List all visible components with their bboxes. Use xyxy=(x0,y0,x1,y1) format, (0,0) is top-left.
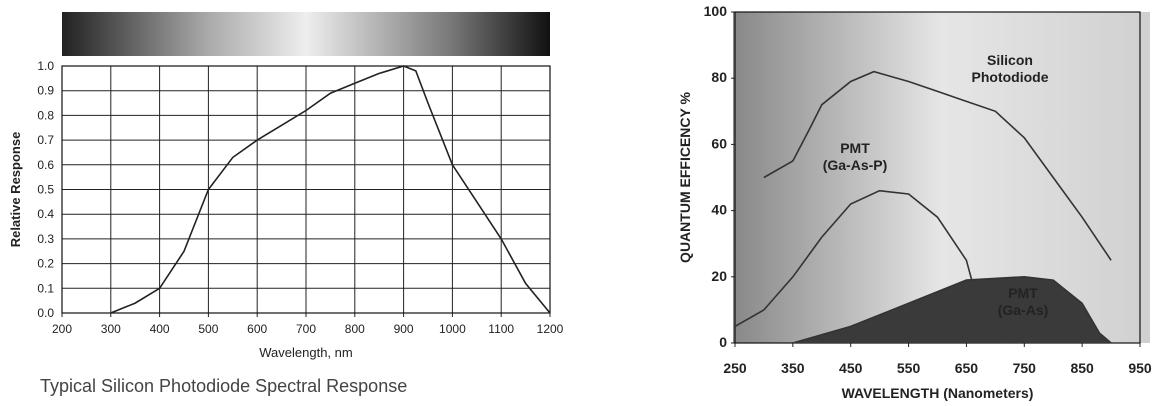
x-tick-label: 550 xyxy=(897,360,921,376)
x-tick-label: 950 xyxy=(1128,360,1152,376)
y-tick-label: 0.1 xyxy=(37,281,54,295)
x-tick-label: 350 xyxy=(781,360,805,376)
y-tick-label: 0.6 xyxy=(37,158,54,172)
y-tick-label: 0 xyxy=(719,334,727,350)
x-tick-label: 600 xyxy=(247,322,267,336)
y-axis-label: Relative Response xyxy=(8,132,23,248)
x-tick-label: 850 xyxy=(1070,360,1094,376)
y-axis-label: QUANTUM EFFICENCY % xyxy=(677,92,693,263)
x-axis-label: WAVELENGTH (Nanometers) xyxy=(842,385,1034,401)
y-tick-label: 0.5 xyxy=(37,183,54,197)
series-line xyxy=(110,65,551,314)
y-tick-label: 0.8 xyxy=(37,108,54,122)
y-tick-label: 0.3 xyxy=(37,232,54,246)
x-tick-label: 400 xyxy=(150,322,170,336)
series-label: PMT xyxy=(840,140,870,156)
x-tick-label: 750 xyxy=(1013,360,1037,376)
x-tick-label: 500 xyxy=(198,322,218,336)
x-tick-label: 300 xyxy=(101,322,121,336)
plot-background xyxy=(733,12,1150,343)
y-tick-label: 100 xyxy=(704,3,728,19)
x-tick-label: 1200 xyxy=(537,322,564,336)
x-tick-label: 650 xyxy=(955,360,979,376)
y-tick-label: 0.0 xyxy=(37,306,54,320)
x-tick-label: 900 xyxy=(394,322,414,336)
x-tick-label: 700 xyxy=(296,322,316,336)
y-tick-label: 80 xyxy=(711,69,727,85)
y-tick-label: 0.4 xyxy=(37,207,54,221)
series-label: Silicon xyxy=(987,52,1033,68)
series-label: PMT xyxy=(1008,285,1038,301)
plot-frame xyxy=(61,65,551,314)
x-tick-label: 1100 xyxy=(488,322,514,336)
series-label: (Ga-As) xyxy=(998,302,1049,318)
chart-title: Typical Silicon Photodiode Spectral Resp… xyxy=(40,376,407,396)
y-tick-label: 20 xyxy=(711,268,727,284)
series-area xyxy=(792,276,1112,343)
spectrum-strip xyxy=(62,12,550,56)
x-tick-label: 800 xyxy=(345,322,365,336)
x-tick-label: 1000 xyxy=(439,322,466,336)
x-tick-label: 450 xyxy=(839,360,863,376)
y-tick-label: 0.2 xyxy=(37,257,54,271)
series-label: Photodiode xyxy=(972,69,1049,85)
y-tick-label: 0.9 xyxy=(37,84,54,98)
series-line xyxy=(792,275,1112,344)
series-label: (Ga-As-P) xyxy=(823,157,888,173)
y-tick-label: 0.7 xyxy=(37,133,54,147)
x-tick-label: 200 xyxy=(52,322,72,336)
y-tick-label: 1.0 xyxy=(37,59,54,73)
x-tick-label: 250 xyxy=(723,360,747,376)
y-tick-label: 40 xyxy=(711,202,727,218)
y-tick-label: 60 xyxy=(711,135,727,151)
x-axis-label: Wavelength, nm xyxy=(259,345,352,360)
series-line xyxy=(763,70,1112,261)
